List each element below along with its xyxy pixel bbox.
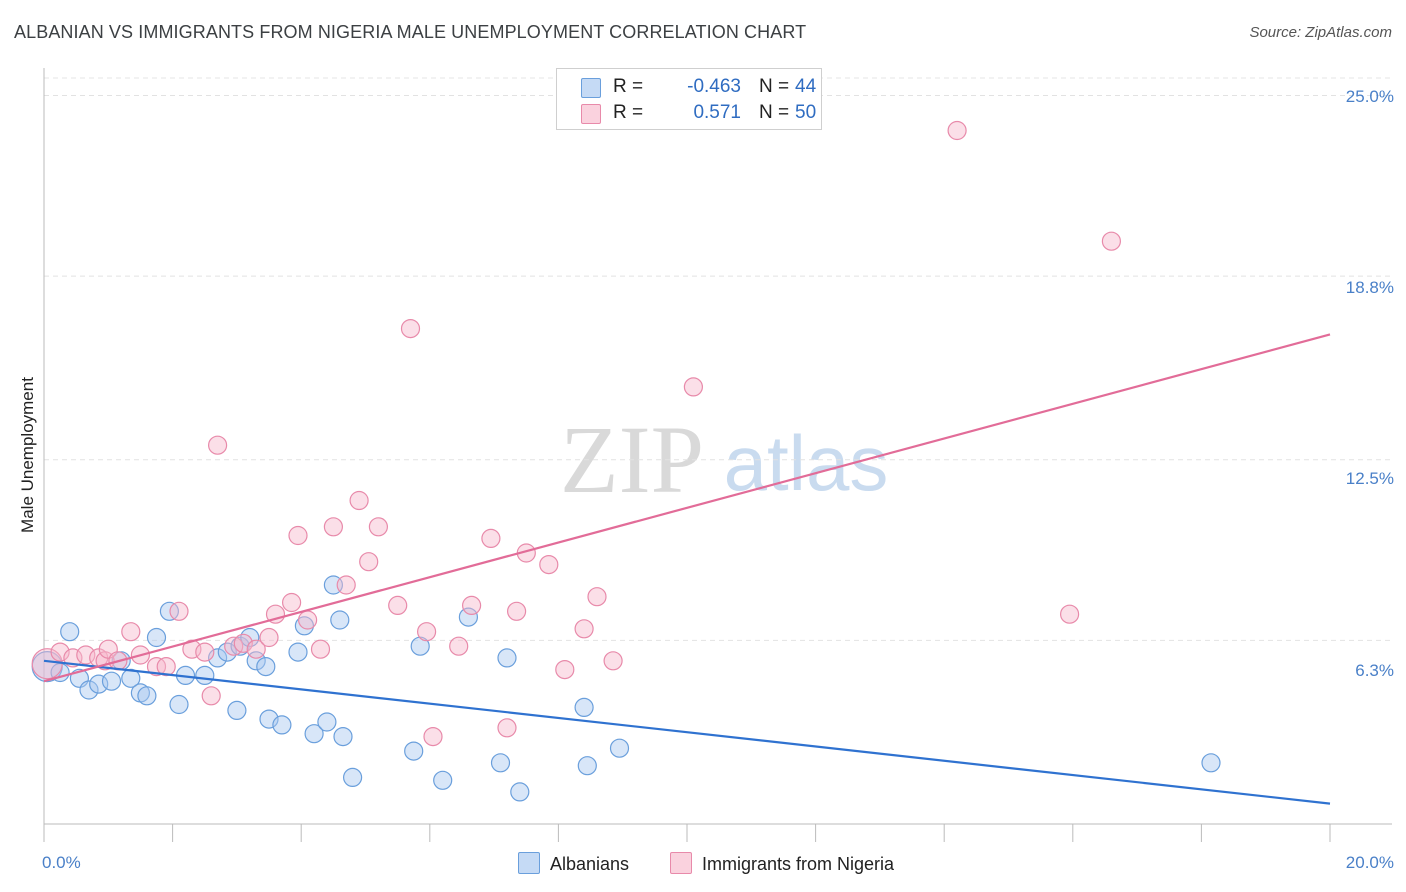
point-albanians (577, 756, 597, 776)
legend-label-albanians: Albanians (550, 854, 630, 874)
point-albanians (121, 668, 141, 688)
point-nigeria (282, 592, 302, 613)
point-nigeria (539, 554, 559, 575)
legend-item-nigeria[interactable]: Immigrants from Nigeria (670, 852, 894, 875)
point-nigeria (323, 517, 343, 537)
point-nigeria (417, 622, 437, 642)
y-tick-label-6-3: 6.3% (1355, 661, 1394, 680)
point-nigeria (388, 595, 408, 616)
r-value: 0.571 (693, 102, 741, 123)
point-albanians (195, 665, 215, 686)
point-albanians (79, 680, 99, 700)
point-albanians (330, 610, 350, 630)
point-nigeria (288, 525, 308, 546)
r-label: R = (613, 102, 644, 123)
point-nigeria (506, 601, 527, 621)
point-nigeria (156, 656, 176, 677)
point-albanians (288, 642, 308, 662)
point-albanians (510, 782, 530, 802)
point-nigeria (1059, 604, 1080, 624)
y-axis-label: Male Unemployment (18, 377, 37, 533)
point-nigeria (298, 610, 318, 630)
point-nigeria (310, 639, 331, 659)
point-albanians (256, 656, 276, 677)
point-albanians (404, 741, 424, 761)
point-albanians (490, 753, 511, 773)
point-albanians (272, 715, 292, 735)
point-albanians (101, 671, 122, 691)
point-nigeria (1101, 231, 1122, 251)
point-albanians (159, 601, 179, 621)
point-albanians (317, 712, 337, 732)
point-nigeria (146, 656, 167, 677)
point-nigeria (481, 528, 501, 549)
point-albanians (333, 726, 353, 747)
point-nigeria (449, 636, 469, 656)
watermark-atlas: atlas (724, 419, 889, 507)
point-nigeria (349, 490, 369, 511)
y-tick-label-18-8: 18.8% (1345, 278, 1394, 297)
n-value: 50 (795, 102, 817, 123)
point-albanians (146, 627, 167, 648)
point-nigeria (462, 595, 482, 616)
legend-item-albanians[interactable]: Albanians (518, 852, 629, 875)
point-nigeria (201, 686, 221, 706)
trendline-albanians (43, 659, 1331, 805)
point-nigeria (574, 619, 594, 639)
point-albanians (294, 616, 314, 636)
point-albanians (574, 697, 594, 718)
y-tick-label-25-0: 25.0% (1345, 87, 1394, 106)
point-albanians (343, 767, 363, 788)
point-nigeria (423, 726, 443, 747)
point-albanians (609, 738, 630, 758)
point-nigeria (497, 718, 517, 738)
albanians-swatch (581, 78, 601, 98)
point-nigeria (683, 377, 704, 397)
point-nigeria (259, 627, 279, 648)
trendline-nigeria (43, 333, 1331, 683)
r-label: R = (613, 76, 644, 97)
point-nigeria (947, 120, 967, 141)
point-albanians (169, 694, 189, 715)
point-albanians (433, 770, 453, 790)
point-albanians (208, 648, 228, 668)
point-albanians (227, 700, 247, 721)
nigeria-swatch (581, 104, 601, 124)
point-nigeria (359, 552, 379, 572)
chart-title: ALBANIAN VS IMMIGRANTS FROM NIGERIA MALE… (14, 22, 807, 42)
point-albanians (60, 622, 80, 642)
point-nigeria (368, 517, 388, 537)
point-nigeria (336, 575, 356, 595)
point-nigeria (246, 639, 266, 659)
point-nigeria (587, 587, 607, 607)
x-tick-label-max: 20.0% (1345, 853, 1394, 872)
r-value: -0.463 (687, 76, 741, 97)
n-label: N = (759, 76, 790, 97)
point-nigeria (555, 659, 575, 680)
x-tick-label-min: 0.0% (42, 853, 81, 872)
point-nigeria (603, 651, 623, 671)
point-albanians (497, 648, 517, 668)
point-nigeria (121, 622, 141, 642)
y-tick-label-12-5: 12.5% (1345, 469, 1394, 488)
correlation-stats-box: R = -0.463 N = 44 R = 0.571 N = 50 (556, 68, 822, 130)
point-albanians (137, 686, 157, 706)
point-albanians (458, 607, 478, 627)
point-albanians (304, 724, 324, 744)
point-nigeria (50, 642, 70, 662)
point-albanians (1201, 753, 1221, 773)
point-nigeria (169, 601, 189, 621)
point-albanians (246, 651, 266, 671)
legend-label-nigeria: Immigrants from Nigeria (702, 854, 895, 874)
point-nigeria (195, 642, 215, 662)
point-nigeria (208, 435, 228, 455)
n-label: N = (759, 102, 790, 123)
point-nigeria (400, 319, 421, 339)
legend-swatch-nigeria (670, 852, 692, 874)
source-label: Source: ZipAtlas.com (1249, 24, 1392, 41)
n-value: 44 (795, 76, 817, 97)
legend-swatch-albanians (518, 852, 540, 874)
